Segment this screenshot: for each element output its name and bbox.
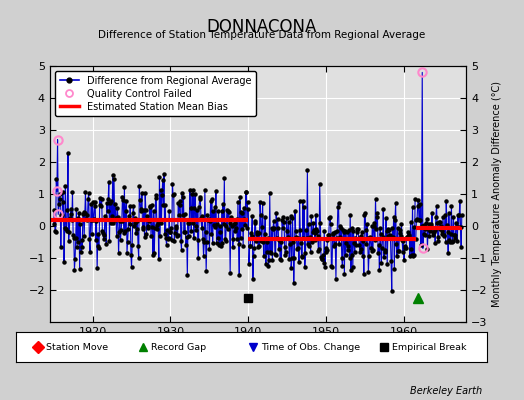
Text: Berkeley Earth: Berkeley Earth bbox=[410, 386, 482, 396]
Text: DONNACONA: DONNACONA bbox=[207, 18, 317, 36]
Text: Station Move: Station Move bbox=[46, 343, 108, 352]
Text: Record Gap: Record Gap bbox=[151, 343, 206, 352]
Text: Difference of Station Temperature Data from Regional Average: Difference of Station Temperature Data f… bbox=[99, 30, 425, 40]
Y-axis label: Monthly Temperature Anomaly Difference (°C): Monthly Temperature Anomaly Difference (… bbox=[492, 81, 502, 307]
Text: Empirical Break: Empirical Break bbox=[392, 343, 466, 352]
Legend: Difference from Regional Average, Quality Control Failed, Estimated Station Mean: Difference from Regional Average, Qualit… bbox=[54, 71, 256, 116]
Text: Time of Obs. Change: Time of Obs. Change bbox=[261, 343, 360, 352]
